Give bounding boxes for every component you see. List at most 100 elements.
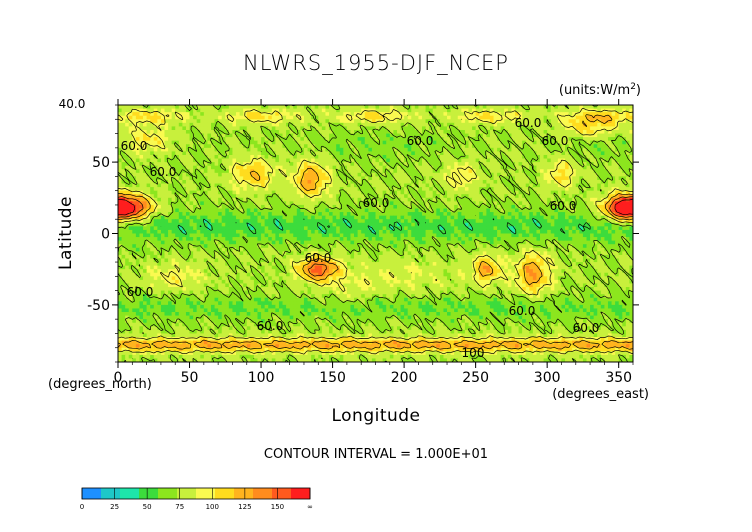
heatmap-cell xyxy=(532,208,538,213)
heatmap-cell xyxy=(368,129,373,135)
heatmap-cell xyxy=(486,183,491,188)
heatmap-cell xyxy=(275,179,280,185)
heatmap-cell xyxy=(218,219,223,224)
heatmap-cell xyxy=(450,112,455,117)
heatmap-cell xyxy=(325,190,330,195)
heatmap-cell xyxy=(203,212,209,217)
heatmap-cell xyxy=(561,165,566,170)
heatmap-cell xyxy=(339,133,344,138)
heatmap-cell xyxy=(268,144,273,149)
heatmap-cell xyxy=(554,122,559,128)
heatmap-cell xyxy=(185,165,191,170)
heatmap-cell xyxy=(629,119,633,124)
heatmap-cell xyxy=(482,108,487,113)
heatmap-cell xyxy=(425,226,430,231)
heatmap-cell xyxy=(339,122,344,128)
heatmap-cell xyxy=(318,169,323,174)
heatmap-cell xyxy=(364,165,369,170)
heatmap-cell xyxy=(250,144,255,149)
heatmap-cell xyxy=(325,194,330,199)
heatmap-cell xyxy=(246,187,251,192)
heatmap-cell xyxy=(250,108,255,113)
heatmap-cell xyxy=(185,190,191,195)
heatmap-cell xyxy=(554,194,559,199)
heatmap-cell xyxy=(160,144,166,149)
heatmap-cell xyxy=(153,208,158,213)
heatmap-cell xyxy=(429,172,434,177)
heatmap-cell xyxy=(354,115,359,120)
heatmap-cell xyxy=(185,208,191,213)
heatmap-cell xyxy=(350,194,355,199)
heatmap-cell xyxy=(253,165,259,170)
heatmap-cell xyxy=(454,219,459,224)
heatmap-cell xyxy=(257,151,262,156)
heatmap-cell xyxy=(547,222,552,227)
heatmap-cell xyxy=(332,204,337,210)
heatmap-cell xyxy=(300,187,305,192)
heatmap-cell xyxy=(411,194,416,199)
heatmap-cell xyxy=(371,190,377,195)
heatmap-cell xyxy=(432,129,437,135)
heatmap-cell xyxy=(282,197,287,202)
heatmap-cell xyxy=(336,176,341,181)
heatmap-cell xyxy=(461,212,466,217)
heatmap-cell xyxy=(421,179,427,185)
heatmap-cell xyxy=(457,219,462,224)
heatmap-cell xyxy=(146,154,151,160)
heatmap-cell xyxy=(400,112,405,117)
heatmap-cell xyxy=(475,129,480,135)
heatmap-cell xyxy=(568,119,573,124)
heatmap-cell xyxy=(554,208,559,213)
heatmap-cell xyxy=(629,183,633,188)
heatmap-cell xyxy=(175,158,180,163)
heatmap-cell xyxy=(175,172,180,177)
heatmap-cell xyxy=(293,197,298,202)
heatmap-cell xyxy=(275,129,280,135)
heatmap-cell xyxy=(540,108,545,113)
heatmap-cell xyxy=(332,179,337,185)
heatmap-cell xyxy=(607,105,613,110)
heatmap-cell xyxy=(582,172,588,177)
heatmap-cell xyxy=(489,105,495,110)
heatmap-cell xyxy=(339,194,344,199)
heatmap-cell xyxy=(436,105,441,110)
heatmap-cell xyxy=(543,119,548,124)
heatmap-cell xyxy=(464,190,470,195)
heatmap-cell xyxy=(221,219,226,224)
heatmap-cell xyxy=(368,190,373,195)
heatmap-cell xyxy=(572,112,577,117)
heatmap-cell xyxy=(228,108,234,113)
heatmap-cell xyxy=(457,119,462,124)
heatmap-cell xyxy=(400,183,405,188)
heatmap-cell xyxy=(439,122,445,128)
heatmap-cell xyxy=(228,183,234,188)
heatmap-cell xyxy=(178,183,183,188)
heatmap-cell xyxy=(250,137,255,142)
heatmap-cell xyxy=(457,176,462,181)
heatmap-cell xyxy=(507,158,513,163)
heatmap-cell xyxy=(189,226,194,231)
heatmap-cell xyxy=(329,222,334,227)
heatmap-cell xyxy=(257,112,262,117)
heatmap-cell xyxy=(178,154,183,160)
heatmap-cell xyxy=(246,212,251,217)
heatmap-cell xyxy=(196,126,201,131)
heatmap-cell xyxy=(439,129,445,135)
heatmap-cell xyxy=(257,129,262,135)
heatmap-cell xyxy=(543,115,548,120)
heatmap-cell xyxy=(450,169,455,174)
heatmap-cell xyxy=(450,208,455,213)
heatmap-cell xyxy=(296,176,301,181)
heatmap-cell xyxy=(404,208,409,213)
heatmap-cell xyxy=(432,112,437,117)
heatmap-cell xyxy=(489,108,495,113)
heatmap-cell xyxy=(443,129,448,135)
heatmap-cell xyxy=(582,151,588,156)
heatmap-cell xyxy=(557,140,563,145)
heatmap-cell xyxy=(497,122,502,128)
heatmap-cell xyxy=(450,190,455,195)
heatmap-cell xyxy=(536,154,541,160)
heatmap-cell xyxy=(514,190,520,195)
heatmap-cell xyxy=(543,137,548,142)
heatmap-cell xyxy=(432,158,437,163)
